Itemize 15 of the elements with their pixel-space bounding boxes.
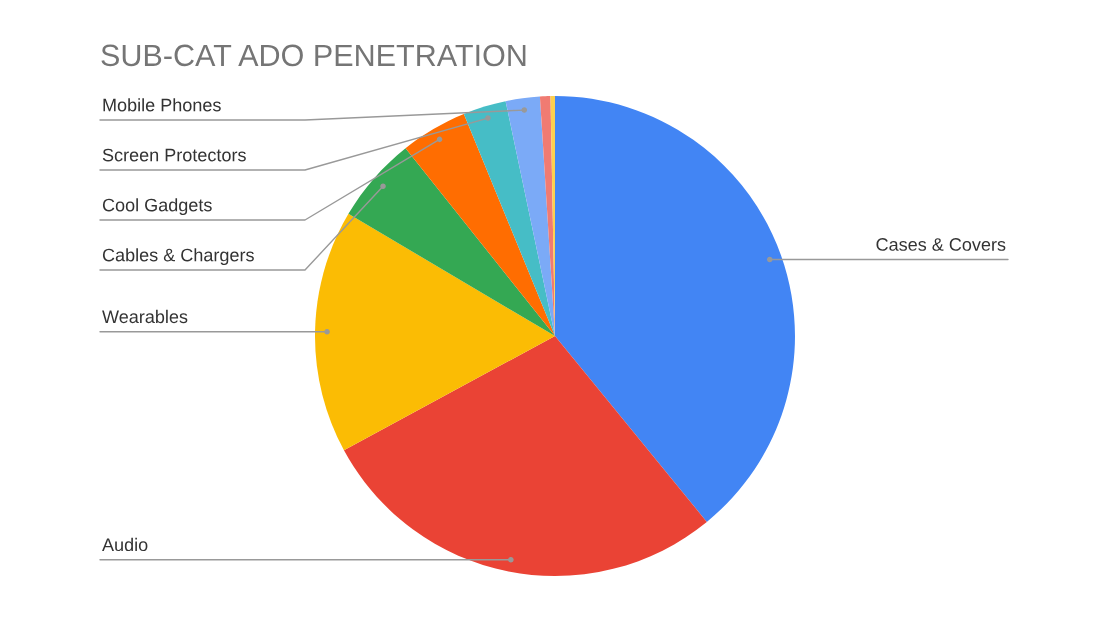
slice-label: Cool Gadgets (102, 198, 212, 215)
pie-slice (348, 148, 555, 336)
slice-label: Cases & Covers (876, 238, 1006, 251)
slice-label: Audio (102, 537, 148, 552)
slice-label: Mobile Phones (103, 98, 221, 112)
pie-slice (315, 213, 555, 451)
slice-label: Cables & Chargers (102, 248, 254, 265)
pie-slice (343, 336, 707, 576)
pie-slice (505, 96, 555, 336)
slice-label: Screen Protectors (102, 148, 246, 162)
pie-slice (555, 96, 795, 522)
pie-slice (405, 113, 555, 336)
chart-title: SUB-CAT ADO PENETRATION (101, 44, 526, 67)
pie-slice (463, 101, 555, 336)
slice-label: Wearables (102, 309, 188, 324)
